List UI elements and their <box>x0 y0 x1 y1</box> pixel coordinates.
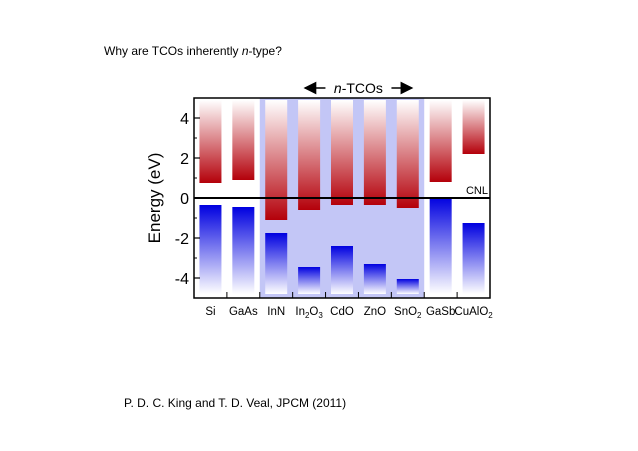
slide-title-prefix: Why are TCOs inherently <box>104 44 242 58</box>
y-tick-label: 0 <box>180 191 189 208</box>
y-axis-label: Energy (eV) <box>145 153 164 244</box>
slide-title-italic: n <box>241 44 249 58</box>
category-label-cualo2: CuAlO2 <box>454 306 493 320</box>
y-tick-label: -2 <box>175 231 189 248</box>
conduction-band-bar-gaas <box>232 100 255 180</box>
y-tick-label: -4 <box>175 271 189 288</box>
plot-overlay: CNL -4 -2 0 2 4 Energy (eV) Si GaAs InN In2O3 CdO Zn… <box>145 80 493 320</box>
y-tick-label: 4 <box>180 111 189 128</box>
slide-title-suffix: -type? <box>248 44 282 58</box>
valence-band-bar-sno2 <box>396 279 419 294</box>
conduction-band-bar-in2o3 <box>298 100 321 210</box>
n-tcos-label: n-TCOs <box>334 80 383 96</box>
valence-band-bar-cualo2 <box>462 223 485 294</box>
valence-band-bar-in2o3 <box>298 267 321 294</box>
conduction-band-bar-cualo2 <box>462 100 485 154</box>
citation: P. D. C. King and T. D. Veal, JPCM (2011… <box>124 396 347 410</box>
valence-band-bar-si <box>199 205 222 294</box>
category-label-inn: InN <box>267 306 285 318</box>
category-label-sno2: SnO2 <box>394 306 422 320</box>
y-tick-label: 2 <box>180 151 189 168</box>
category-label-gaas: GaAs <box>229 306 258 318</box>
slide-title: Why are TCOs inherently n-type? <box>104 44 282 58</box>
cnl-label: CNL <box>466 185 488 197</box>
valence-band-bar-gasb <box>429 197 452 294</box>
valence-band-bar-gaas <box>232 207 255 294</box>
conduction-band-bar-cdo <box>331 100 353 205</box>
valence-band-bar-zno <box>363 264 386 294</box>
valence-band-bar-inn <box>265 233 288 294</box>
category-label-cdo: CdO <box>330 306 354 318</box>
category-label-gasb: GaSb <box>426 306 455 318</box>
conduction-band-bar-gasb <box>429 100 452 182</box>
conduction-band-bar-si <box>199 100 222 183</box>
conduction-band-bar-zno <box>363 100 386 205</box>
conduction-band-bar-inn <box>265 100 288 220</box>
category-label-si: Si <box>205 306 215 318</box>
valence-band-bar-cdo <box>331 246 353 294</box>
conduction-band-bar-sno2 <box>396 100 419 208</box>
category-label-in2o3: In2O3 <box>295 306 323 320</box>
category-label-zno: ZnO <box>364 306 386 318</box>
